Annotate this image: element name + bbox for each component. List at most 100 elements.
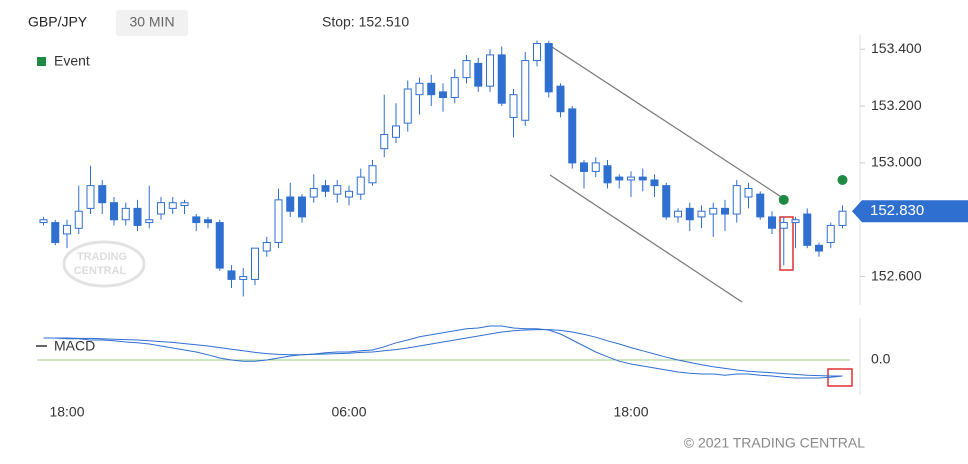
watermark: TRADING CENTRAL	[62, 240, 146, 288]
event-marker	[778, 194, 789, 205]
y-tick-label: 153.200	[871, 97, 922, 113]
candle-body	[509, 94, 518, 118]
candle-body	[51, 222, 60, 243]
candle-body	[403, 88, 412, 124]
candle-body	[556, 85, 565, 113]
x-tick-label: 18:00	[49, 404, 84, 420]
x-tick-label: 06:00	[331, 404, 366, 420]
candle-body	[98, 185, 107, 204]
candle-body	[744, 187, 753, 198]
candle-body	[286, 196, 295, 212]
candle-body	[157, 202, 165, 215]
candle-body	[39, 219, 48, 224]
highlight-box	[779, 216, 794, 271]
symbol: GBP/JPY	[28, 14, 88, 30]
candle-body	[145, 219, 154, 224]
macd-legend: MACD	[54, 338, 95, 354]
last-price-label: 152.830	[870, 202, 924, 219]
candle-body	[591, 162, 600, 172]
candle-body	[756, 193, 765, 218]
candle-body	[74, 210, 83, 229]
candle-body	[168, 202, 177, 209]
trend-line	[548, 44, 787, 201]
candle-body	[674, 210, 682, 218]
event-marker	[837, 174, 848, 185]
candle-body	[192, 216, 201, 224]
stop-label: Stop: 152.510	[322, 14, 409, 30]
candle-body	[86, 185, 95, 209]
candle-body	[838, 210, 847, 226]
event-legend-marker	[37, 57, 46, 66]
candle-body	[662, 185, 671, 218]
candle-body	[251, 247, 259, 280]
candle-body	[521, 60, 530, 121]
candle-body	[180, 202, 189, 207]
candle-body	[826, 224, 835, 243]
candle-body	[63, 224, 71, 235]
candle-body	[380, 133, 389, 150]
candle-body	[427, 82, 436, 96]
x-tick-label: 18:00	[613, 404, 648, 420]
watermark-ring	[62, 240, 146, 288]
y-tick-label: 153.400	[871, 40, 922, 56]
last-price-tag	[852, 200, 968, 223]
trend-line	[549, 174, 743, 303]
candle-body	[121, 207, 130, 221]
candle-body	[615, 176, 624, 181]
candle-body	[439, 91, 447, 99]
candle-body	[204, 219, 212, 224]
candle-body	[415, 82, 424, 96]
interval-badge[interactable]	[116, 10, 188, 36]
candle-body	[110, 202, 118, 221]
candle-body	[298, 196, 306, 218]
candle-body	[685, 207, 694, 221]
candle-body	[333, 185, 342, 195]
candle-body	[533, 43, 541, 62]
candle-body	[215, 222, 224, 269]
candle-body	[650, 179, 659, 187]
candle-body	[321, 185, 330, 192]
candle-body	[768, 216, 776, 229]
macd-tick-label: 0.0	[871, 351, 891, 367]
candle-body	[544, 43, 553, 93]
y-tick-label: 152.600	[871, 267, 922, 283]
candle-body	[239, 276, 248, 280]
macd-line	[43, 325, 843, 379]
macd-signal	[43, 329, 843, 377]
candle-body	[356, 176, 365, 195]
candle-body	[392, 125, 400, 138]
y-tick-label: 153.000	[871, 154, 922, 170]
candle-body	[262, 241, 271, 252]
candle-body	[227, 270, 236, 280]
candle-body	[697, 210, 706, 218]
candle-body	[462, 60, 471, 79]
candle-body	[603, 165, 612, 184]
candle-body	[721, 207, 729, 215]
candle-body	[779, 222, 788, 229]
interval[interactable]: 30 MIN	[129, 14, 174, 30]
candle-body	[638, 176, 647, 181]
watermark-text: TRADING	[77, 251, 127, 263]
candle-body	[627, 176, 635, 181]
candle-body	[815, 244, 823, 252]
candle-body	[791, 219, 800, 224]
candle-body	[709, 207, 718, 215]
candle-body	[368, 165, 377, 184]
candle-body	[274, 199, 283, 243]
candle-body	[486, 54, 494, 87]
event-legend[interactable]: Event	[54, 53, 90, 69]
candle-body	[474, 62, 483, 87]
candle-body	[345, 190, 353, 198]
candle-body	[580, 162, 588, 172]
watermark-text: CENTRAL	[74, 265, 127, 277]
footer: © 2021 TRADING CENTRAL	[684, 435, 865, 451]
candle-body	[732, 185, 741, 215]
candle-body	[450, 77, 459, 99]
candle-body	[568, 108, 577, 164]
candle-body	[309, 187, 318, 198]
candle-body	[497, 54, 506, 104]
candle-body	[803, 213, 812, 246]
candle-body	[133, 207, 142, 226]
